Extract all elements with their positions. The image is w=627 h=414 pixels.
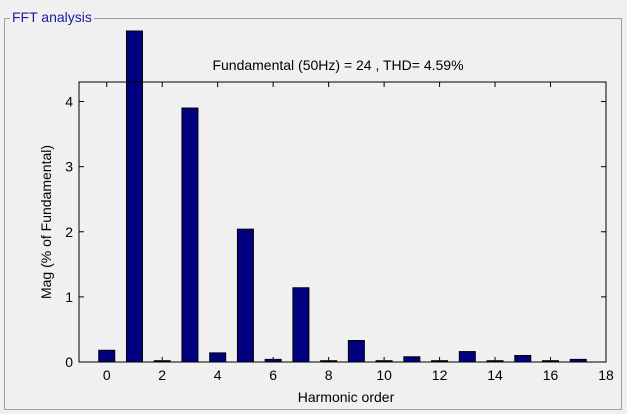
chart-title: Fundamental (50Hz) = 24 , THD= 4.59% xyxy=(212,57,463,73)
x-tick-label-4: 4 xyxy=(214,367,222,383)
y-tick-label-3: 3 xyxy=(65,159,73,175)
x-tick-label-10: 10 xyxy=(376,367,392,383)
bar-harmonic-11 xyxy=(403,356,421,363)
x-tick-label-0: 0 xyxy=(103,367,111,383)
x-tick-label-2: 2 xyxy=(158,367,166,383)
y-tick-label-2: 2 xyxy=(65,224,73,240)
x-axis-label: Harmonic order xyxy=(298,389,395,405)
fft-analysis-panel xyxy=(4,18,622,410)
panel-title: FFT analysis xyxy=(10,9,94,25)
axes-box xyxy=(78,81,607,363)
y-tick-label-1: 1 xyxy=(65,289,73,305)
bar-harmonic-7 xyxy=(292,287,310,363)
bar-harmonic-15 xyxy=(514,354,532,363)
y-tick-label-0: 0 xyxy=(65,354,73,370)
bar-harmonic-13 xyxy=(458,351,476,363)
x-tick-label-12: 12 xyxy=(432,367,448,383)
y-axis-label: Mag (% of Fundamental) xyxy=(38,145,54,299)
x-tick-label-14: 14 xyxy=(487,367,503,383)
bar-harmonic-3 xyxy=(181,107,199,363)
x-tick-label-18: 18 xyxy=(598,367,614,383)
bar-harmonic-1 xyxy=(125,30,143,363)
x-tick-label-6: 6 xyxy=(269,367,277,383)
x-tick-label-8: 8 xyxy=(325,367,333,383)
bar-harmonic-9 xyxy=(347,340,365,363)
bar-harmonic-5 xyxy=(236,228,254,363)
x-tick-label-16: 16 xyxy=(543,367,559,383)
bars-group xyxy=(98,30,587,363)
y-tick-label-4: 4 xyxy=(65,94,73,110)
